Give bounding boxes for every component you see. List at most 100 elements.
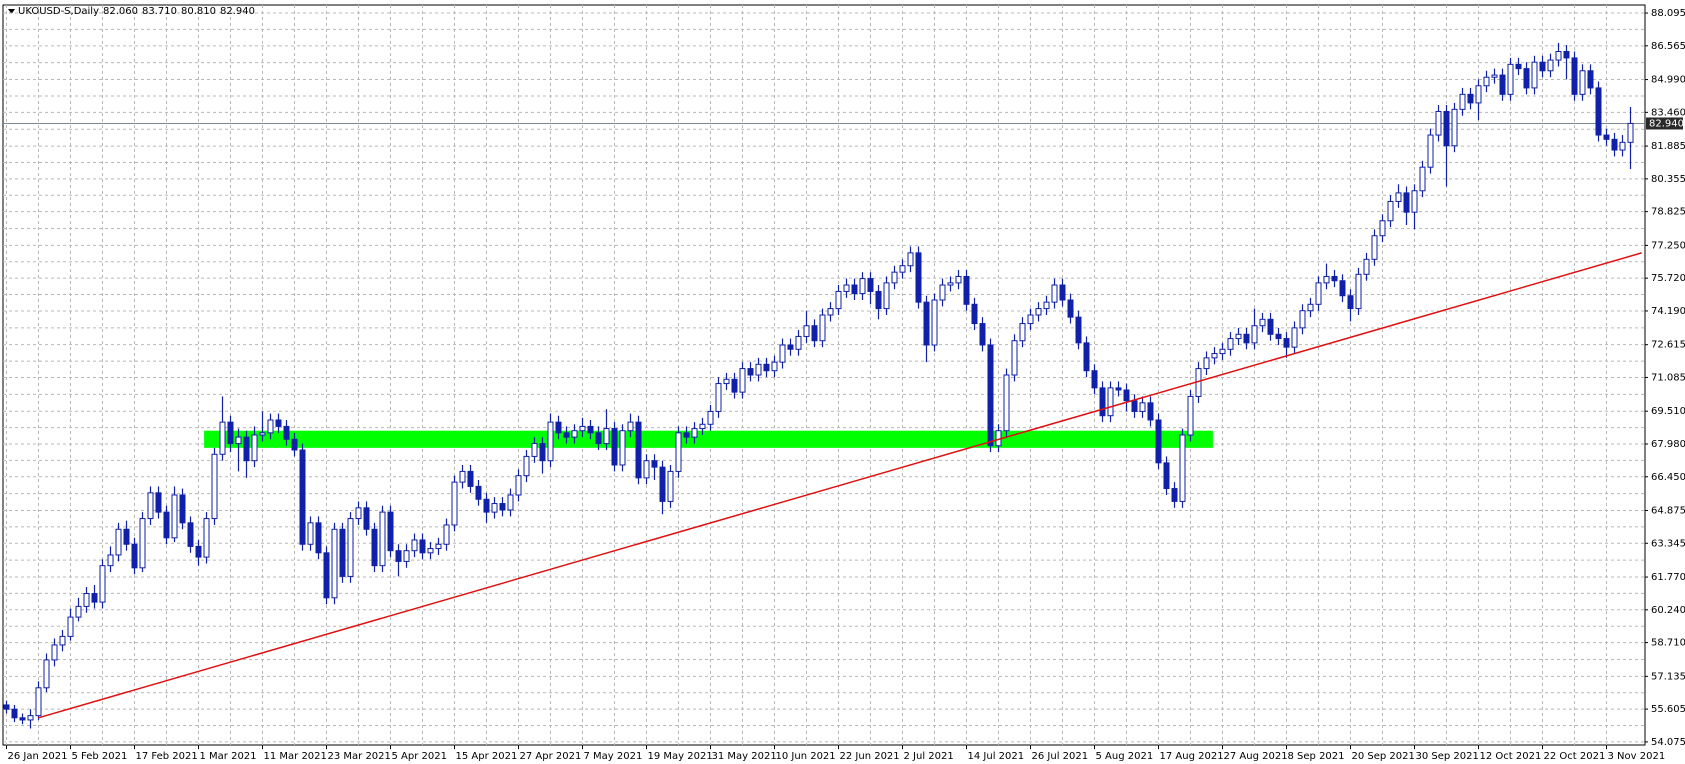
candle-body [803, 325, 810, 337]
candle-body [1579, 70, 1586, 95]
candle-body [155, 492, 162, 513]
candle-body [1387, 200, 1394, 222]
candle-body [67, 616, 74, 637]
candle-body [827, 308, 834, 316]
candle-body [147, 492, 154, 520]
x-tick-label: 17 Aug 2021 [1160, 751, 1224, 762]
candle-body [1187, 395, 1194, 436]
candle-body [1219, 348, 1226, 355]
candle-body [1251, 325, 1258, 344]
candle-body [203, 518, 210, 558]
candle-body [1443, 110, 1450, 147]
candle-body [971, 303, 978, 325]
candle-body [27, 715, 34, 721]
x-tick-label: 5 Aug 2021 [1096, 751, 1154, 762]
candle-body [595, 432, 602, 445]
candle-body [1363, 258, 1370, 275]
candle-body [1131, 400, 1138, 412]
candle-body [1619, 141, 1626, 151]
candle-body [1459, 93, 1466, 110]
candle-body [859, 278, 866, 295]
candle-body [1403, 192, 1410, 213]
x-tick-label: 1 Mar 2021 [200, 751, 257, 762]
candle-body [1323, 275, 1330, 284]
y-tick-label: 80.355 [1651, 174, 1685, 185]
y-tick-label: 86.565 [1651, 41, 1685, 52]
candle-body [83, 593, 90, 607]
candle-body [1211, 353, 1218, 359]
candle-body [1307, 303, 1314, 312]
candle-body [891, 271, 898, 284]
candle-body [1571, 57, 1578, 95]
candle-body [723, 378, 730, 385]
y-tick-label: 58.710 [1651, 638, 1685, 649]
candle-body [1083, 342, 1090, 372]
candle-body [747, 368, 754, 376]
candle-body [1491, 74, 1498, 78]
y-tick-label: 88.095 [1651, 8, 1685, 19]
candle-body [659, 466, 666, 502]
candle-body [379, 511, 386, 567]
candle-body [435, 543, 442, 550]
candle-body [1523, 68, 1530, 89]
y-tick-label: 83.460 [1651, 107, 1685, 118]
candle-body [1587, 70, 1594, 89]
candle-body [1267, 318, 1274, 335]
candle-body [19, 717, 26, 721]
candle-body [331, 528, 338, 599]
candle-body [1075, 316, 1082, 344]
y-tick-label: 77.250 [1651, 240, 1685, 251]
candle-body [755, 363, 762, 376]
candle-body [1059, 284, 1066, 301]
candle-body [1203, 357, 1210, 370]
candle-body [1275, 333, 1282, 340]
x-tick-label: 31 May 2021 [712, 751, 777, 762]
candle-body [1427, 134, 1434, 168]
candle-body [963, 275, 970, 305]
y-tick-label: 81.885 [1651, 141, 1685, 152]
candle-body [1067, 299, 1074, 318]
candle-body [523, 455, 530, 477]
x-tick-label: 26 Jul 2021 [1032, 751, 1089, 762]
candle-body [795, 335, 802, 350]
candle-body [499, 503, 506, 511]
candle-body [1347, 295, 1354, 310]
y-tick-label: 67.980 [1651, 439, 1685, 450]
x-tick-label: 22 Oct 2021 [1544, 751, 1606, 762]
candle-body [835, 290, 842, 310]
candle-body [507, 494, 514, 511]
candle-body [219, 421, 226, 455]
y-tick-label: 84.990 [1651, 75, 1685, 86]
candle-body [1099, 387, 1106, 417]
candle-body [1283, 338, 1290, 348]
candle-body [467, 470, 474, 487]
candle-body [227, 421, 234, 445]
candle-body [571, 430, 578, 438]
candle-body [651, 460, 658, 468]
candle-body [675, 432, 682, 472]
y-tick-label: 78.825 [1651, 207, 1685, 218]
x-tick-label: 14 Jul 2021 [968, 751, 1025, 762]
candle-body [1395, 192, 1402, 202]
candle-body [315, 522, 322, 554]
candle-body [531, 443, 538, 457]
candle-body [1163, 462, 1170, 490]
candle-body [139, 518, 146, 569]
candle-body [739, 368, 746, 393]
candle-body [459, 470, 466, 483]
candle-body [99, 565, 106, 603]
y-tick-label: 55.605 [1651, 704, 1685, 715]
candle-body [819, 314, 826, 342]
header-menu-icon[interactable] [8, 9, 15, 14]
candle-body [251, 434, 258, 462]
candle-body [691, 428, 698, 438]
candle-body [1043, 301, 1050, 310]
candle-body [347, 518, 354, 577]
x-tick-label: 8 Sep 2021 [1288, 751, 1345, 762]
candle-body [699, 423, 706, 430]
candle-body [1475, 85, 1482, 104]
y-tick-label: 63.345 [1651, 538, 1685, 549]
candle-body [907, 252, 914, 267]
candle-body [707, 410, 714, 425]
x-tick-label: 30 Sep 2021 [1416, 751, 1479, 762]
